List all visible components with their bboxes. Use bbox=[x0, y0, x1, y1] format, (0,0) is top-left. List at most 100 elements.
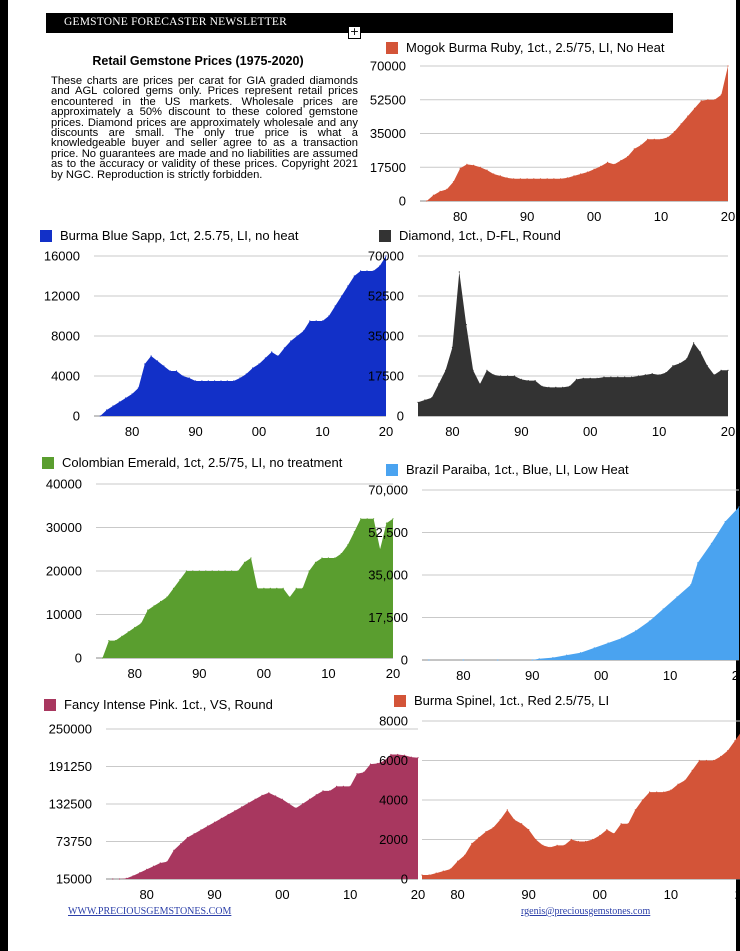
legend-label: Brazil Paraiba, 1ct., Blue, LI, Low Heat bbox=[406, 462, 629, 477]
data-point bbox=[493, 173, 495, 175]
data-point bbox=[186, 836, 188, 839]
data-point bbox=[169, 370, 171, 372]
data-point bbox=[621, 637, 623, 639]
data-point bbox=[679, 362, 681, 364]
y-tick-label: 191250 bbox=[49, 759, 92, 774]
y-tick-label: 70000 bbox=[370, 59, 406, 74]
chart-svg: 0 4000 8000 12000 16000 80 90 00 10 20 bbox=[44, 249, 393, 440]
data-point bbox=[541, 385, 543, 387]
data-point bbox=[336, 785, 338, 787]
data-point bbox=[531, 659, 533, 661]
data-point bbox=[296, 335, 298, 337]
data-point bbox=[334, 557, 336, 559]
data-point bbox=[445, 369, 447, 371]
data-point bbox=[139, 872, 141, 874]
y-tick-label: 35,000 bbox=[368, 568, 408, 583]
x-tick-label: 10 bbox=[315, 424, 329, 439]
data-point bbox=[569, 385, 571, 387]
data-point bbox=[173, 849, 175, 851]
data-point bbox=[366, 270, 368, 272]
data-point bbox=[263, 587, 265, 589]
email-link[interactable]: rgenis@preciousgemstones.com bbox=[521, 906, 651, 917]
chart-svg: 0 17500 35000 52500 70000 80 90 00 10 20 bbox=[370, 59, 735, 225]
y-tick-label: 16000 bbox=[44, 249, 80, 264]
data-point bbox=[690, 584, 692, 586]
data-point bbox=[720, 94, 722, 96]
data-point bbox=[376, 762, 378, 765]
area-series bbox=[426, 66, 728, 201]
data-point bbox=[593, 647, 595, 649]
website-link[interactable]: WWW.PRECIOUSGEMSTONES.COM bbox=[68, 906, 232, 917]
data-point bbox=[137, 387, 139, 389]
data-point bbox=[651, 373, 653, 375]
data-point bbox=[160, 600, 162, 603]
data-point bbox=[577, 840, 579, 843]
data-point bbox=[624, 376, 626, 378]
data-point bbox=[613, 163, 615, 165]
data-point bbox=[180, 843, 182, 845]
data-point bbox=[670, 789, 672, 791]
data-point bbox=[693, 342, 695, 344]
area-series bbox=[422, 733, 740, 879]
data-point bbox=[328, 315, 330, 317]
data-point bbox=[562, 386, 564, 388]
data-point bbox=[134, 626, 136, 629]
data-point bbox=[390, 753, 392, 756]
data-point bbox=[617, 376, 619, 378]
data-point bbox=[334, 305, 336, 307]
data-point bbox=[672, 365, 674, 367]
data-point bbox=[457, 860, 459, 862]
data-point bbox=[245, 373, 247, 375]
y-tick-label: 4000 bbox=[51, 369, 80, 384]
x-tick-label: 80 bbox=[450, 887, 464, 902]
data-point bbox=[606, 161, 609, 163]
y-tick-label: 17500 bbox=[368, 369, 404, 384]
data-point bbox=[534, 380, 536, 382]
data-point bbox=[648, 620, 650, 622]
data-point bbox=[472, 369, 474, 371]
chart-emerald: 0 10000 20000 30000 40000 80 90 00 10 20 bbox=[46, 477, 400, 682]
area-series bbox=[418, 272, 728, 416]
x-tick-label: 10 bbox=[343, 887, 357, 902]
chart-svg: 0 10000 20000 30000 40000 80 90 00 10 20 bbox=[46, 477, 400, 682]
y-tick-label: 10000 bbox=[46, 607, 82, 622]
data-point bbox=[506, 809, 508, 811]
data-point bbox=[237, 570, 239, 572]
data-point bbox=[275, 795, 277, 797]
data-point bbox=[417, 401, 419, 403]
y-tick-label: 0 bbox=[399, 194, 406, 209]
y-tick-label: 52,500 bbox=[368, 525, 408, 540]
data-point bbox=[513, 375, 515, 377]
y-tick-label: 52500 bbox=[368, 289, 404, 304]
legend-spinel: Burma Spinel, 1ct., Red 2.5/75, LI bbox=[394, 693, 609, 708]
data-point bbox=[205, 570, 207, 572]
legend-label: Mogok Burma Ruby, 1ct., 2.5/75, LI, No H… bbox=[406, 40, 665, 55]
data-point bbox=[660, 138, 662, 140]
legend-label: Colombian Emerald, 1ct, 2.5/75, LI, no t… bbox=[62, 455, 343, 470]
data-point bbox=[535, 838, 537, 841]
y-tick-label: 52500 bbox=[370, 92, 406, 107]
data-point bbox=[573, 175, 575, 177]
data-point bbox=[592, 838, 594, 841]
data-point bbox=[147, 609, 149, 611]
area-series bbox=[428, 507, 739, 660]
data-point bbox=[714, 99, 716, 101]
data-point bbox=[631, 376, 633, 378]
data-point bbox=[321, 320, 324, 322]
data-point bbox=[442, 870, 444, 872]
data-point bbox=[288, 803, 290, 805]
data-point bbox=[610, 376, 612, 378]
x-tick-label: 90 bbox=[514, 424, 528, 439]
data-point bbox=[506, 177, 508, 179]
chart-pink: 15000 73750 132500 191250 250000 80 90 00 10 20 bbox=[38, 722, 426, 903]
expand-icon[interactable]: + bbox=[348, 25, 361, 39]
chart-ruby: 0 17500 35000 52500 70000 80 90 00 10 20 bbox=[370, 59, 735, 225]
data-point bbox=[439, 190, 441, 192]
data-point bbox=[471, 842, 473, 845]
data-point bbox=[727, 65, 729, 67]
data-point bbox=[277, 355, 279, 357]
y-tick-label: 70,000 bbox=[368, 483, 408, 498]
y-tick-label: 17500 bbox=[370, 160, 406, 175]
data-point bbox=[421, 874, 423, 876]
data-point bbox=[201, 380, 203, 382]
